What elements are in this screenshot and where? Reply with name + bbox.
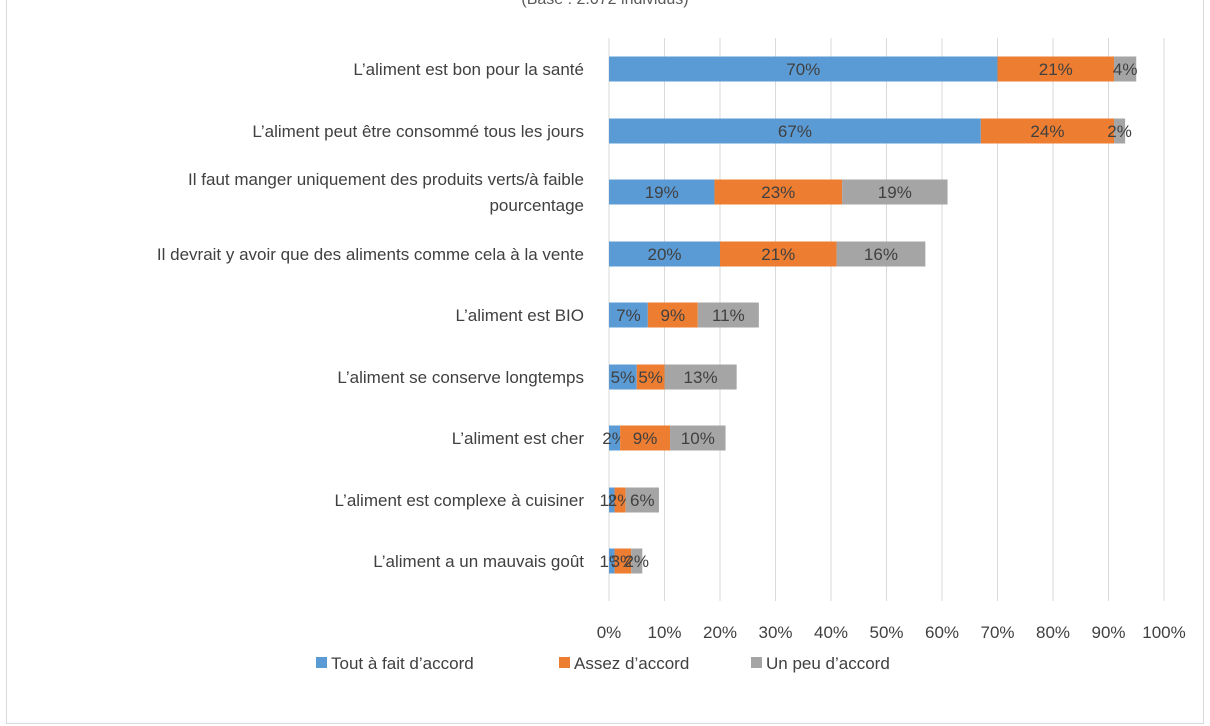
category-label-line: L’aliment peut être consommé tous les jo… [252, 122, 584, 141]
x-tick-label: 70% [980, 623, 1014, 642]
category-labels: L’aliment est bon pour la santé L’aliment… [157, 60, 584, 571]
bar-value-label: 21% [761, 245, 795, 264]
bar-segment [647, 302, 698, 328]
category-label: L’aliment est BIO [455, 306, 584, 325]
bar-segment [670, 425, 726, 451]
bar-value-label: 16% [864, 245, 898, 264]
category-label: L’aliment peut être consommé tous les jo… [252, 122, 584, 141]
category-label-line: L’aliment est BIO [455, 306, 584, 325]
bar-value-label: 5% [638, 368, 663, 387]
bar-segment [609, 364, 637, 390]
bar-value-label: 9% [633, 429, 658, 448]
bar-segment [664, 364, 737, 390]
chart-title: (Base : 2.072 individus) [0, 0, 1210, 12]
bar-segment [631, 548, 643, 574]
bar-segment [609, 241, 720, 267]
category-label: L’aliment se conserve longtemps [337, 368, 584, 387]
legend-label: Tout à fait d’accord [331, 654, 474, 673]
x-tick-label: 10% [647, 623, 681, 642]
x-tick-label: 20% [703, 623, 737, 642]
bar-segment [609, 548, 615, 574]
bar-value-label: 13% [684, 368, 718, 387]
category-label-line: Il faut manger uniquement des produits v… [188, 170, 584, 189]
category-label: L’aliment a un mauvais goût [373, 552, 584, 571]
bar-value-label: 20% [647, 245, 681, 264]
bar-value-label: 10% [681, 429, 715, 448]
bar-segment [836, 241, 926, 267]
bar-value-label: 21% [1039, 60, 1073, 79]
bar-value-label: 4% [1113, 60, 1138, 79]
bar-segment [614, 487, 626, 513]
category-label: L’aliment est complexe à cuisiner [335, 491, 585, 510]
bar-value-label: 2% [1107, 122, 1132, 141]
bar-segment [1114, 118, 1126, 144]
x-tick-label: 50% [869, 623, 903, 642]
bar-segment [636, 364, 665, 390]
bar-value-label: 5% [611, 368, 636, 387]
bar-segment [614, 548, 632, 574]
bar-segment [720, 241, 837, 267]
bar-value-label: 23% [761, 183, 795, 202]
legend: Tout à fait d’accord Assez d’accord Un peu… [316, 654, 890, 673]
bar-value-label: 24% [1030, 122, 1064, 141]
bar-value-label: 70% [786, 60, 820, 79]
bar-segment [997, 56, 1115, 82]
bar-value-label: 19% [645, 183, 679, 202]
bar-segment [980, 118, 1115, 144]
category-label-line: L’aliment est cher [452, 429, 585, 448]
bar-segment [609, 179, 715, 205]
x-tick-label: 60% [925, 623, 959, 642]
category-label-line: L’aliment se conserve longtemps [337, 368, 584, 387]
bar-segment [1114, 56, 1137, 82]
bars: 70% 21% 4% 67% 24% 2% 19% 23% 19% 20% 21% 16% 7% 9% 11… [599, 56, 1138, 574]
legend-swatch [316, 657, 327, 668]
bar-value-label: 6% [630, 491, 655, 510]
x-tick-label: 0% [597, 623, 622, 642]
bar-value-label: 19% [878, 183, 912, 202]
category-label: Il devrait y avoir que des aliments comm… [157, 245, 584, 264]
category-label-line: L’aliment est complexe à cuisiner [335, 491, 585, 510]
category-label: L’aliment est bon pour la santé [353, 60, 584, 79]
x-tick-label: 90% [1091, 623, 1125, 642]
bar-segment [609, 302, 648, 328]
category-label-line: pourcentage [489, 196, 584, 215]
bar-segment [609, 56, 998, 82]
legend-label: Assez d’accord [574, 654, 689, 673]
category-label: L’aliment est cher [452, 429, 585, 448]
x-tick-label: 100% [1142, 623, 1185, 642]
bar-value-label: 67% [778, 122, 812, 141]
bar-value-label: 3% [611, 552, 636, 571]
category-label-line: Il devrait y avoir que des aliments comm… [157, 245, 584, 264]
bar-value-label: 7% [616, 306, 641, 325]
x-tick-label: 40% [814, 623, 848, 642]
bar-segment [842, 179, 948, 205]
bar-segment [609, 118, 981, 144]
bar-segment [609, 425, 621, 451]
bar-segment [625, 487, 659, 513]
bar-value-label: 9% [661, 306, 686, 325]
bar-segment [609, 487, 615, 513]
legend-swatch [751, 657, 762, 668]
bar-segment [697, 302, 759, 328]
category-label-line: L’aliment est bon pour la santé [353, 60, 584, 79]
bar-segment [714, 179, 843, 205]
bar-segment [620, 425, 671, 451]
bar-value-label: 2% [624, 552, 649, 571]
x-tick-label: 30% [758, 623, 792, 642]
chart-frame [6, 0, 1204, 724]
legend-label: Un peu d’accord [766, 654, 890, 673]
x-tick-labels: 0% 10% 20% 30% 40% 50% 60% 70% 80% 90% 100% [597, 623, 1186, 642]
bar-value-label: 11% [712, 306, 745, 325]
category-label: Il faut manger uniquement des produits v… [188, 170, 584, 215]
x-tick-label: 80% [1036, 623, 1070, 642]
legend-swatch [559, 657, 570, 668]
category-label-line: L’aliment a un mauvais goût [373, 552, 584, 571]
